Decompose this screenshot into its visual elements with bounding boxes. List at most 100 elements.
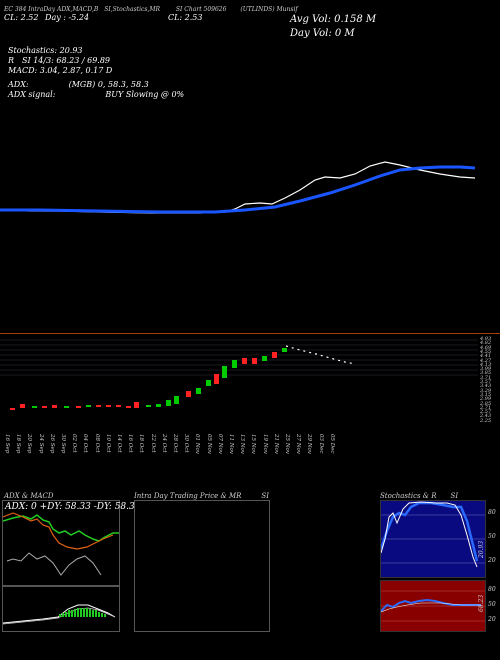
price-candle xyxy=(20,404,25,408)
moving-average-chart xyxy=(0,161,476,214)
stoch-rsi-title: Stochastics & R SI xyxy=(380,492,459,500)
macd-histogram-bar xyxy=(74,609,76,617)
plus-di-line xyxy=(3,514,119,542)
macd-histogram-bar xyxy=(101,613,103,617)
price-projection-line xyxy=(285,345,356,365)
price-candle xyxy=(156,404,161,407)
rsi-tick-80: 80 xyxy=(488,586,496,593)
price-candle xyxy=(96,405,101,407)
date-tick: 03 Dec xyxy=(317,434,324,454)
price-candle xyxy=(52,405,57,408)
date-tick: 02 Oct xyxy=(71,434,78,453)
price-tick: 3.85 xyxy=(480,370,492,377)
date-tick: 22 Oct xyxy=(149,434,156,453)
price-tick: 3.71 xyxy=(480,374,492,381)
macd-histogram-bar xyxy=(98,612,100,617)
macd-value: MACD: 3.04, 2.87, 0.17 D xyxy=(8,66,113,75)
date-tick: 27 Nov xyxy=(295,434,302,454)
price-candle xyxy=(222,366,227,378)
price-candle xyxy=(76,406,81,408)
stoch-k-line xyxy=(381,501,478,568)
header-close: CL: 2.53 xyxy=(168,13,203,22)
adx-lines xyxy=(3,512,119,576)
rsi-signal-line xyxy=(381,602,481,613)
price-tick: 2.71 xyxy=(480,404,492,411)
price-tick: 2.85 xyxy=(480,400,492,407)
avg-volume: Avg Vol: 0.158 M xyxy=(290,14,377,25)
price-tick: 4.69 xyxy=(480,344,492,351)
price-candle xyxy=(64,406,69,408)
date-tick: 30 Oct xyxy=(183,434,190,453)
rsi-chart xyxy=(381,590,485,622)
date-tick: 18 Oct xyxy=(138,434,145,453)
intraday-panel xyxy=(134,500,270,632)
stoch-tick-50: 50 xyxy=(488,533,496,540)
macd-histogram-bar xyxy=(89,609,91,617)
adx-panel: ADX: 0 +DY: 58.33 -DY: 58.33 xyxy=(2,500,140,586)
date-tick: 16 Sep xyxy=(4,434,10,454)
date-tick: 28 Oct xyxy=(172,434,178,453)
rsi-tick-50: 50 xyxy=(488,601,496,608)
macd-histogram-bar xyxy=(95,610,97,617)
date-tick: 24 Sep xyxy=(37,434,44,454)
macd-panel xyxy=(2,586,120,632)
macd-chart xyxy=(3,604,116,625)
price-candle xyxy=(166,400,171,406)
adx-signal: ADX signal: BUY Slowing @ 0% xyxy=(8,90,185,99)
price-tick: 2.57 xyxy=(480,409,492,416)
stoch-tick-80: 80 xyxy=(488,509,496,516)
macd-line xyxy=(3,604,116,624)
date-tick: 04 Oct xyxy=(82,434,89,453)
price-candle xyxy=(106,405,111,407)
macd-histogram-bar xyxy=(71,610,73,617)
date-tick: 07 Nov xyxy=(216,434,223,454)
price-candle xyxy=(272,352,277,358)
macd-histogram-bar xyxy=(86,608,88,617)
price-candle xyxy=(214,374,219,384)
macd-histogram-bar xyxy=(92,610,94,617)
price-candle xyxy=(116,405,121,407)
date-tick: 16 Oct xyxy=(127,434,134,453)
stochastics-chart xyxy=(381,501,485,568)
price-tick: 4.93 xyxy=(480,336,492,342)
macd-histogram-bar xyxy=(65,612,67,617)
stochastics-value: Stochastics: 20.93 xyxy=(8,46,83,55)
price-candle xyxy=(232,360,237,368)
rsi-tick-20: 20 xyxy=(488,616,496,623)
price-candle xyxy=(10,408,15,410)
macd-histogram-bar xyxy=(104,614,106,617)
date-tick: 19 Nov xyxy=(261,434,268,454)
price-axis: 4.93 4.82 4.69 4.55 4.41 4.27 4.13 3.99 3.85 3.71… xyxy=(480,336,500,426)
macd-histogram-bar xyxy=(59,614,61,617)
price-candle xyxy=(262,356,267,361)
date-tick: 20 Sep xyxy=(26,434,33,454)
rsi-value: R SI 14/3: 68.23 / 69.89 xyxy=(8,56,111,65)
rsi-panel xyxy=(380,580,486,632)
date-tick: 11 Nov xyxy=(228,434,234,454)
date-tick: 24 Oct xyxy=(160,434,167,453)
minus-di-line xyxy=(3,512,114,550)
date-tick: 26 Sep xyxy=(48,434,55,454)
price-tick: 4.13 xyxy=(480,361,492,368)
date-tick: 10 Oct xyxy=(104,434,111,453)
date-tick: 01 Nov xyxy=(194,434,201,454)
ema-blue-line xyxy=(0,165,476,214)
date-tick: 14 Oct xyxy=(116,434,122,453)
price-candle xyxy=(196,388,201,394)
price-tick: 4.55 xyxy=(480,348,492,355)
macd-histogram-bar xyxy=(77,608,79,617)
date-axis: 16 Sep 18 Sep 20 Sep 24 Sep 26 Sep 30 Sep 02 O… xyxy=(0,434,478,480)
date-tick: 30 Sep xyxy=(60,434,66,454)
stoch-current-value: 20.93 xyxy=(478,540,485,558)
price-candle xyxy=(42,406,47,408)
date-tick: 18 Sep xyxy=(15,434,22,454)
date-tick: 05 Nov xyxy=(205,434,212,454)
price-candle xyxy=(242,358,247,364)
price-tick: 2.43 xyxy=(480,413,492,420)
date-tick: 15 Nov xyxy=(250,434,257,454)
price-candle xyxy=(206,380,211,386)
price-tick: 3.43 xyxy=(480,383,492,390)
macd-histogram-bar xyxy=(62,613,64,617)
price-tick: 3.29 xyxy=(480,387,492,394)
price-tick: 4.27 xyxy=(480,357,492,364)
